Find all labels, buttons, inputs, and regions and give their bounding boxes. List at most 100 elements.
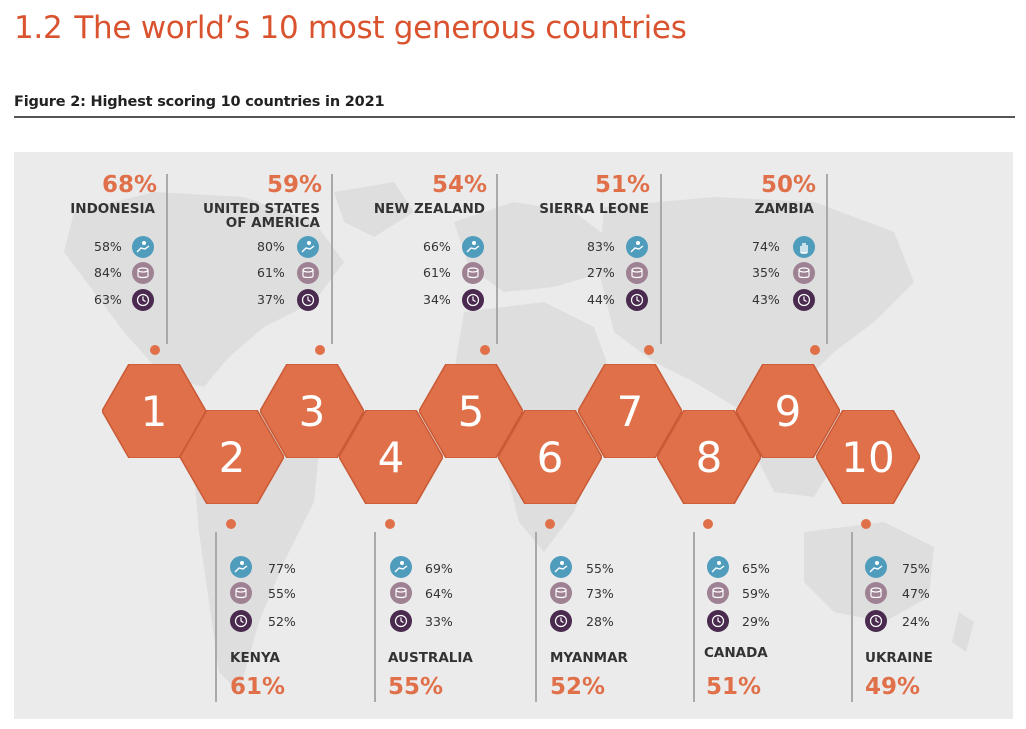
country-score: 51% [594, 172, 650, 198]
country-name: UNITED STATES OF AMERICA [150, 202, 320, 230]
connector-line [166, 174, 168, 344]
connector-dot [226, 519, 236, 529]
volunteered-time-icon [230, 610, 252, 632]
country-name: AUSTRALIA [388, 650, 473, 666]
connector-dot [703, 519, 713, 529]
volunteered-stat: 44% [587, 292, 615, 307]
donated-money-icon [390, 582, 412, 604]
country-name: MYANMAR [550, 650, 628, 666]
rank-hexagon-1: 1 [101, 363, 207, 459]
donated-stat: 55% [268, 586, 296, 601]
connector-dot [385, 519, 395, 529]
volunteered-time-icon [707, 610, 729, 632]
connector-dot [480, 345, 490, 355]
helped-stat: 65% [742, 561, 770, 576]
connector-line [374, 532, 376, 702]
rank-number: 6 [536, 432, 564, 482]
rank-hexagon-10: 10 [815, 409, 921, 505]
connector-line [851, 532, 853, 702]
rank-number: 8 [695, 432, 723, 482]
section-number: 1.2 [14, 10, 63, 46]
donated-stat: 64% [425, 586, 453, 601]
connector-line [660, 174, 662, 344]
volunteered-stat: 43% [752, 292, 780, 307]
rank-hexagon-5: 5 [418, 363, 524, 459]
donated-stat: 47% [902, 586, 930, 601]
country-name: UKRAINE [865, 650, 933, 666]
country-score: 50% [760, 172, 816, 198]
connector-dot [810, 345, 820, 355]
country-name: KENYA [230, 650, 280, 666]
helped-stat: 77% [268, 561, 296, 576]
rank-hexagon-2: 2 [179, 409, 285, 505]
helped-stranger-icon [626, 236, 648, 258]
donated-money-icon [626, 262, 648, 284]
volunteered-stat: 52% [268, 614, 296, 629]
donated-stat: 35% [752, 265, 780, 280]
helped-stranger-icon [793, 236, 815, 258]
connector-line [496, 174, 498, 344]
volunteered-stat: 34% [423, 292, 451, 307]
connector-line [535, 532, 537, 702]
volunteered-stat: 29% [742, 614, 770, 629]
section-title: The world’s 10 most generous countries [74, 10, 687, 46]
rank-number: 5 [457, 386, 485, 436]
rank-hexagon-3: 3 [259, 363, 365, 459]
country-score: 54% [431, 172, 487, 198]
figure-caption: Figure 2: Highest scoring 10 countries i… [14, 94, 385, 110]
helped-stranger-icon [865, 556, 887, 578]
donated-stat: 84% [94, 265, 122, 280]
helped-stranger-icon [550, 556, 572, 578]
volunteered-stat: 33% [425, 614, 453, 629]
donated-stat: 27% [587, 265, 615, 280]
helped-stat: 58% [94, 239, 122, 254]
helped-stranger-icon [462, 236, 484, 258]
volunteered-time-icon [865, 610, 887, 632]
volunteered-time-icon [550, 610, 572, 632]
connector-line [693, 532, 695, 702]
donated-money-icon [297, 262, 319, 284]
country-score: 51% [706, 674, 762, 700]
donated-stat: 61% [423, 265, 451, 280]
helped-stat: 55% [586, 561, 614, 576]
volunteered-stat: 37% [257, 292, 285, 307]
rank-hexagon-9: 9 [735, 363, 841, 459]
connector-dot [150, 345, 160, 355]
connector-line [215, 532, 217, 702]
donated-money-icon [865, 582, 887, 604]
rank-number: 2 [218, 432, 246, 482]
donated-stat: 73% [586, 586, 614, 601]
connector-dot [861, 519, 871, 529]
section-heading: 1.2 The world’s 10 most generous countrie… [14, 10, 687, 46]
helped-stat: 75% [902, 561, 930, 576]
volunteered-time-icon [297, 289, 319, 311]
rank-hexagon-7: 7 [577, 363, 683, 459]
donated-money-icon [550, 582, 572, 604]
helped-stranger-icon [132, 236, 154, 258]
country-score: 59% [266, 172, 322, 198]
helped-stranger-icon [390, 556, 412, 578]
country-name: NEW ZEALAND [373, 201, 485, 217]
volunteered-stat: 28% [586, 614, 614, 629]
country-name-line2: OF AMERICA [225, 215, 320, 231]
rank-hexagon-8: 8 [656, 409, 762, 505]
country-score: 68% [101, 172, 157, 198]
helped-stat: 69% [425, 561, 453, 576]
donated-money-icon [132, 262, 154, 284]
helped-stranger-icon [707, 556, 729, 578]
rank-number: 3 [298, 386, 326, 436]
helped-stat: 80% [257, 239, 285, 254]
donated-money-icon [793, 262, 815, 284]
country-score: 61% [230, 674, 286, 700]
country-name: ZAMBIA [754, 201, 814, 217]
connector-dot [545, 519, 555, 529]
country-score: 55% [388, 674, 444, 700]
rank-number: 9 [774, 386, 802, 436]
volunteered-time-icon [793, 289, 815, 311]
volunteered-time-icon [132, 289, 154, 311]
rank-number: 1 [140, 386, 168, 436]
helped-stranger-icon [230, 556, 252, 578]
helped-stranger-icon [297, 236, 319, 258]
connector-line [826, 174, 828, 344]
country-name: INDONESIA [70, 201, 155, 217]
